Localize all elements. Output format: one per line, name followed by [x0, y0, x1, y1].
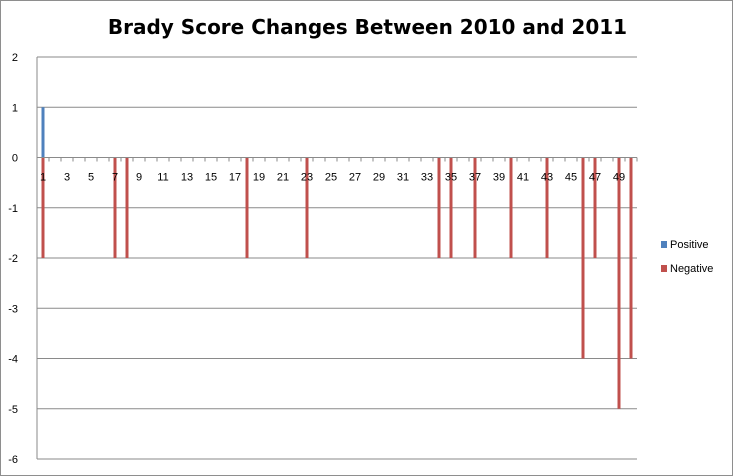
x-tick-label: 7 — [112, 172, 118, 184]
x-tick-label: 45 — [565, 172, 577, 184]
x-tick-label: 25 — [325, 172, 337, 184]
x-tick-label: 5 — [88, 172, 94, 184]
legend-swatch-negative — [661, 265, 667, 272]
x-tick-label: 19 — [253, 172, 265, 184]
x-tick-label: 31 — [397, 172, 409, 184]
x-tick-label: 15 — [205, 172, 217, 184]
x-tick-label: 13 — [181, 172, 193, 184]
bar-negative-40 — [509, 157, 513, 258]
bar-negative-43 — [545, 157, 549, 258]
x-tick-label: 37 — [469, 172, 481, 184]
bar-negative-35 — [449, 157, 453, 258]
y-tick-label: -1 — [8, 203, 18, 215]
bar-negative-7 — [113, 157, 117, 258]
bar-negative-37 — [473, 157, 477, 258]
chart-title: Brady Score Changes Between 2010 and 201… — [107, 15, 628, 39]
x-tick-label: 49 — [613, 172, 625, 184]
y-tick-label: 0 — [12, 153, 18, 165]
y-tick-label: -2 — [8, 253, 18, 265]
legend-label-negative: Negative — [670, 263, 713, 275]
bar-negative-8 — [125, 157, 129, 258]
x-tick-label: 33 — [421, 172, 433, 184]
x-tick-label: 39 — [493, 172, 505, 184]
y-tick-label: -3 — [8, 303, 18, 315]
y-tick-label: 1 — [12, 102, 18, 114]
x-tick-label: 11 — [157, 172, 168, 184]
bar-negative-47 — [593, 157, 597, 258]
x-tick-label: 3 — [64, 172, 70, 184]
x-tick-label: 1 — [40, 172, 46, 184]
y-tick-label: -5 — [8, 404, 18, 416]
legend-swatch-positive — [661, 241, 667, 248]
x-tick-label: 47 — [589, 172, 601, 184]
x-tick-label: 21 — [277, 172, 289, 184]
x-tick-label: 43 — [541, 172, 553, 184]
bar-negative-49 — [617, 157, 621, 409]
x-tick-label: 9 — [136, 172, 142, 184]
bar-positive-1 — [41, 107, 45, 158]
y-tick-label: -4 — [8, 354, 18, 366]
bar-negative-50 — [629, 157, 633, 359]
x-tick-label: 27 — [349, 172, 361, 184]
x-tick-label: 41 — [517, 172, 529, 184]
bar-negative-23 — [305, 157, 309, 258]
bar-negative-46 — [581, 157, 585, 359]
bar-negative-34 — [437, 157, 441, 258]
bar-negative-18 — [245, 157, 249, 258]
x-tick-label: 23 — [301, 172, 313, 184]
x-tick-label: 35 — [445, 172, 457, 184]
y-tick-label: -6 — [8, 454, 18, 466]
bar-negative-1 — [41, 157, 45, 258]
x-tick-label: 17 — [229, 172, 241, 184]
legend-label-positive: Positive — [670, 239, 709, 251]
y-tick-label: 2 — [12, 52, 18, 64]
x-tick-label: 29 — [373, 172, 385, 184]
